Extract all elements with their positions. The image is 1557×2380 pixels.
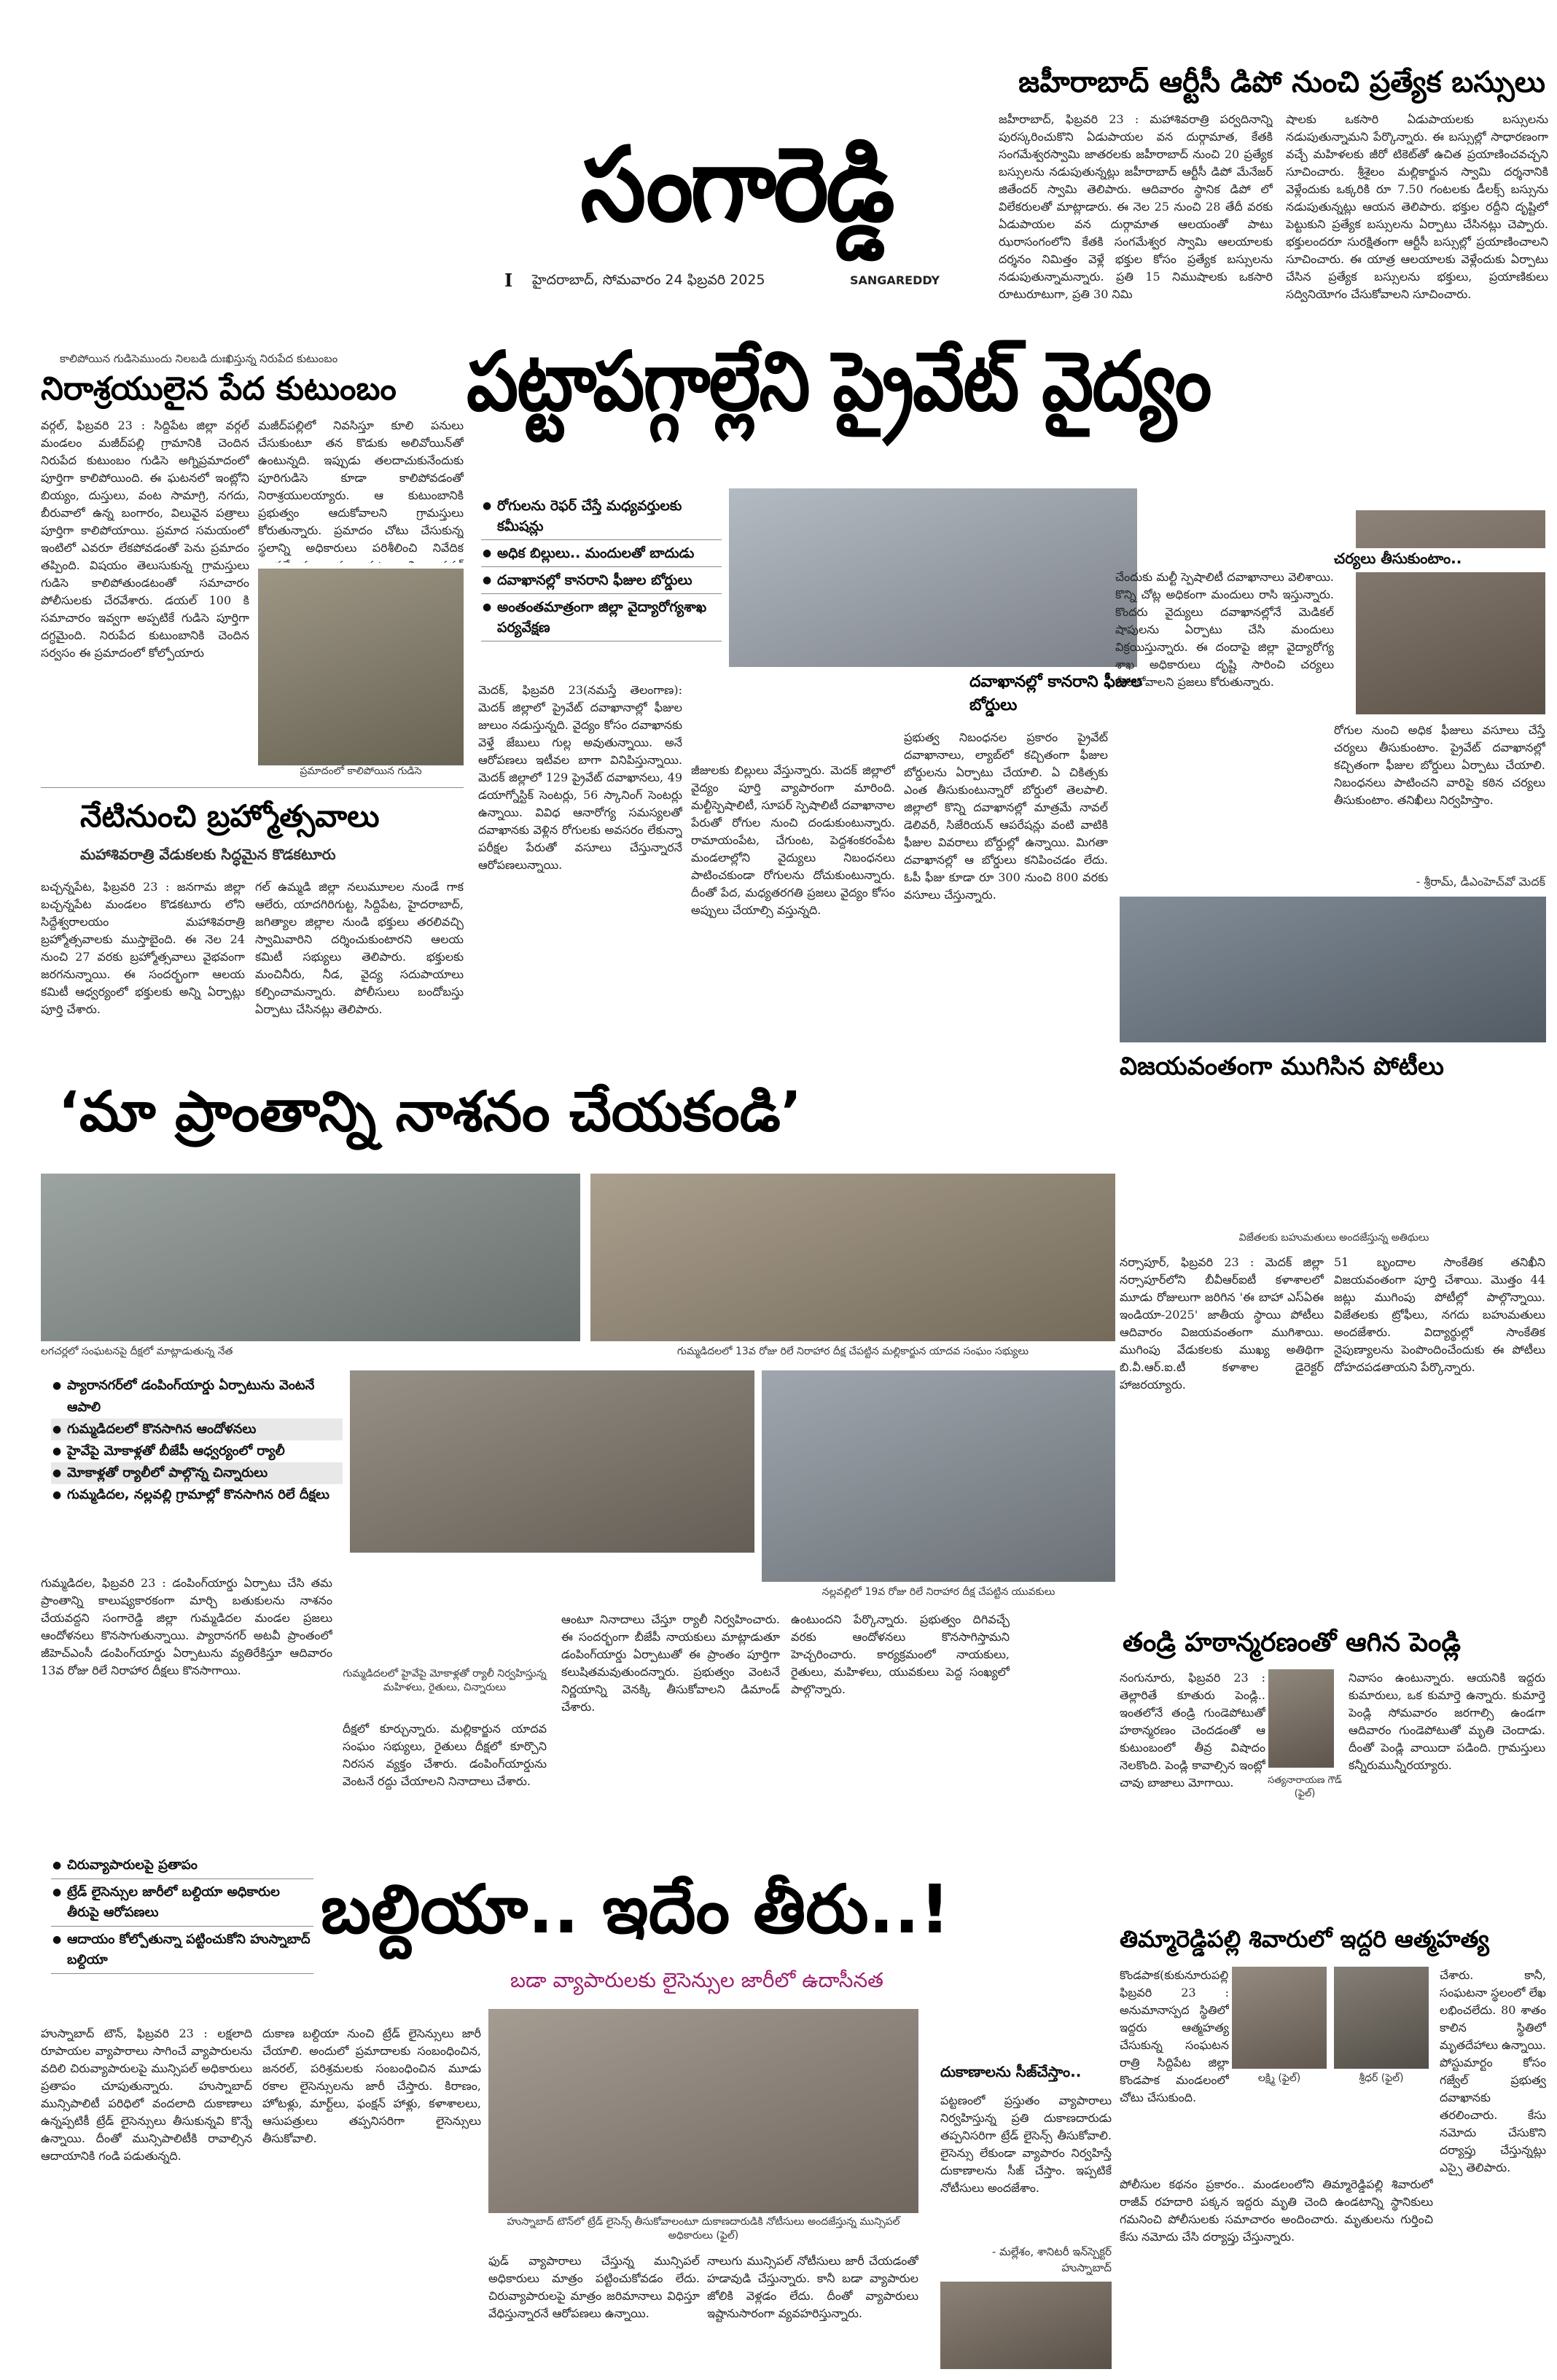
festival-col-1: బచ్చన్నపేట, ఫిబ్రవరి 23 : జనగామ జిల్లా బ… [41, 880, 245, 1016]
suicide-photo-1-caption: లక్ష్మి (ఫైల్) [1257, 2072, 1301, 2084]
family-col-1: వర్గల్, ఫిబ్రవరి 23 : సిద్దిపేట జిల్లా వ… [41, 418, 249, 660]
festival-headline: నేటినుంచి బ్రహ్మోత్సవాలు [80, 798, 380, 834]
sports-photo-caption: విజేతలకు బహుమతులు అందజేస్తున్న అతిథులు [1238, 1232, 1429, 1244]
medical-photo [729, 488, 1137, 667]
medical-bullet: దవాఖానల్లో కానరాని ఫీజుల బోర్డులు [481, 570, 722, 594]
sports-col-1: నర్సాపూర్, ఫిబ్రవరి 23 : మెదక్ జిల్లా నర… [1120, 1255, 1324, 1392]
suicide-photo-1 [1232, 1967, 1327, 2069]
region-bullet: గుమ్మడిదలలో కొనసాగిన ఆందోళనలు [51, 1419, 343, 1440]
sports-headline: విజయవంతంగా ముగిసిన పోటీలు [1120, 1052, 1444, 1081]
medical-bullet: రోగులను రెఫర్ చేస్తే మధ్యవర్తులకు కమీషన్… [481, 496, 722, 540]
family-photo-caption: ప్రమాదంలో కాలిపోయిన గుడిసె [300, 765, 422, 777]
business-bullet: ట్రేడ్ లైసెన్సుల జారీలో బల్దియా అధికారుల… [51, 1882, 313, 1927]
festival-top-rule [41, 787, 464, 788]
wedding-col-1: నంగునూరు, ఫిబ్రవరి 23 : తెల్లారితే కూతుర… [1120, 1671, 1265, 1790]
medical-col-4: చేందుకు మల్టీ స్పెషాలిటీ దవాఖానాలు వెలిశ… [1115, 570, 1334, 689]
medical-side-signature: - శ్రీరామ్, డీఎంహెచ్‌వో మెదక్ [1416, 875, 1545, 889]
family-col-2: మజీద్‌పల్లిలో నివసిస్తూ కూలి పనులు చేసుక… [258, 418, 464, 563]
region-bullet: ప్యారానగర్‌లో డంపింగ్‌యార్డు ఏర్పాటును వ… [51, 1375, 343, 1419]
medical-inset-title: దవాఖానల్లో కానరాని ఫీజుల బోర్డులు [969, 673, 1142, 714]
masthead-dateline: హైదరాబాద్, సోమవారం 24 ఫిబ్రవరి 2025 [532, 272, 765, 288]
wedding-photo-caption: సత్యనారాయణ గౌడ్ (ఫైల్) [1268, 1775, 1342, 1799]
family-kicker: కాలిపోయిన గుడిసెముందు నిలబడి దుఃఖిస్తున్… [60, 352, 338, 365]
region-photo-4-caption: నల్లవల్లిలో 19వ రోజు రిలే నిరాహార దీక్ష … [822, 1586, 1055, 1598]
business-photo-caption: హుస్నాబాద్ టౌన్‌లో ట్రేడ్ లైసెన్స్ తీసుక… [507, 2216, 900, 2242]
festival-col-2: గల్ ఉమ్మడి జిల్లా నలుమూలల నుండే గాక ఆలేర… [255, 880, 464, 1016]
masthead-page-marker: I [504, 270, 513, 291]
suicide-headline: తిమ్మారెడ్డిపల్లి శివారులో ఇద్దరి ఆత్మహత… [1120, 1925, 1489, 1953]
suicide-col-3: చేశారు. కానీ, సంఘటనా స్థలంలో లేఖ లభించలే… [1440, 1968, 1546, 2174]
region-col-4: ఉంటుందని పేర్కొన్నారు. ప్రభుత్వం దిగివచ్… [791, 1612, 1010, 1696]
masthead-city-name: సంగారెడ్డి [580, 125, 894, 245]
medical-bullet: అంతంతమాత్రంగా జిల్లా వైద్యారోగ్యశాఖ పర్య… [481, 597, 722, 641]
buses-col-2: షాలకు ఒకసారి ఏడుపాయలకు బస్సులను నడుపుతున… [1286, 112, 1548, 301]
business-side-signature: - మల్లేశం, శానిటరీ ఇన్‌స్పెక్టర్ హుస్నాబ… [991, 2245, 1112, 2274]
sports-col-2: 51 బృందాల సాంకేతిక తనిఖీని విజయవంతంగా పూ… [1334, 1255, 1545, 1374]
region-photo-2-caption: గుమ్మడిదలలో 13వ రోజు రిలే నిరాహార దీక్ష … [676, 1346, 1029, 1357]
business-col-3: ఫుడ్ వ్యాపారాలు చేస్తున్న మున్సిపల్ అధిక… [488, 2254, 700, 2320]
sports-photo [1120, 897, 1546, 1042]
business-side-kicker: దుకాణాలను సీజ్‌చేస్తాం.. [940, 2063, 1082, 2080]
region-photo-3-caption: గుమ్మడిదలలో హైవేపై మోకాళ్లతో ర్యాలీ నిర్… [343, 1668, 547, 1693]
suicide-photo-2 [1334, 1967, 1429, 2069]
business-photo [488, 2009, 918, 2213]
region-photo-1-caption: లగచర్లలో సంఘటనపై దీక్షలో మాట్లాడుతున్న న… [41, 1346, 233, 1357]
suicide-photo-2-caption: శ్రీధర్ (ఫైల్) [1359, 2072, 1404, 2084]
medical-side-text: రోగుల నుంచి అధిక ఫీజులు వసూలు చేస్తే చర్… [1334, 723, 1545, 807]
medical-headline: పట్టాపగ్గాల్లేని ప్రైవేట్ వైద్యం [467, 333, 1211, 429]
medical-bullets: రోగులను రెఫర్ చేస్తే మధ్యవర్తులకు కమీషన్… [481, 496, 722, 644]
region-col-1: గుమ్మడిదల, ఫిబ్రవరి 23 : డంపింగ్‌యార్డు … [41, 1576, 332, 1677]
suicide-col-1: కొండపాక(కుకునూరుపల్లి), ఫిబ్రవరి 23 : అన… [1120, 1968, 1229, 2104]
business-bullets: చిరువ్యాపారులపై ప్రతాపం ట్రేడ్ లైసెన్సుల… [51, 1855, 313, 1977]
wedding-headline: తండ్రి హఠాన్మరణంతో ఆగిన పెండ్లి [1123, 1628, 1461, 1658]
buses-headline: జహీరాబాద్ ఆర్టీసీ డిపో నుంచి ప్రత్యేక బస… [1018, 66, 1545, 99]
business-official-photo [940, 2282, 1112, 2369]
region-photo-1 [41, 1174, 580, 1341]
business-side-text: పట్టణంలో ప్రస్తుతం వ్యాపారాలు నిర్వహిస్త… [940, 2094, 1112, 2195]
region-headline: ‘మా ప్రాంతాన్ని నాశనం చేయకండి’ [58, 1079, 802, 1144]
medical-col-2: జీజులకు బిల్లులు వేస్తున్నారు. మెదక్ జిల… [691, 763, 895, 917]
region-bullet: మోకాళ్లతో ర్యాలీలో పాల్గొన్న చిన్నారులు [51, 1462, 343, 1484]
business-col-4: నాలుగు మున్సిపల్ నోటీసులు జారీ చేయడంతో హ… [707, 2254, 918, 2320]
medical-official-photo [1356, 510, 1545, 714]
family-photo [258, 569, 464, 765]
region-col-2: దీక్షలో కూర్చున్నారు. మల్లికార్జున యాదవ … [343, 1722, 547, 1788]
family-headline: నిరాశ్రయులైన పేద కుటుంబం [41, 370, 397, 407]
business-col-2: దుకాణ బల్దియా నుంచి ట్రేడ్ లైసెన్సులు జా… [262, 2026, 481, 2145]
business-bullet: చిరువ్యాపారులపై ప్రతాపం [51, 1855, 313, 1879]
buses-col-1: జహీరాబాద్, ఫిబ్రవరి 23 : మహాశివరాత్రి పర… [999, 112, 1273, 301]
medical-side-kicker: చర్యలు తీసుకుంటాం.. [1334, 548, 1545, 572]
business-bullet: ఆదాయం కోల్పోతున్నా పట్టించుకోని హుస్నాబా… [51, 1930, 313, 1974]
region-photo-3 [350, 1370, 754, 1553]
region-photo-4 [762, 1370, 1115, 1582]
medical-col-1: మెదక్, ఫిబ్రవరి 23(నమస్తే తెలంగాణ): మెదక… [478, 683, 682, 872]
region-bullet: గుమ్మడిదల, నల్లవల్లి గ్రామాల్లో కొనసాగిన… [51, 1484, 343, 1506]
masthead-logo: సంగారెడ్డి [503, 117, 969, 262]
festival-subhead: మహాశివరాత్రి వేడుకలకు సిద్ధమైన కొడకటూరు [80, 846, 336, 863]
suicide-col-2: పోలీసుల కథనం ప్రకారం.. మండలంలోని తిమ్మార… [1120, 2177, 1433, 2244]
masthead-city-english: SANGAREDDY [850, 273, 940, 287]
region-col-3: ఆంటూ నినాదాలు చేస్తూ ర్యాలీ నిర్వహించారు… [561, 1612, 780, 1714]
business-col-1: హుస్నాబాద్ టౌన్, ఫిబ్రవరి 23 : లక్షలాది … [41, 2026, 252, 2163]
business-headline: బల్దియా.. ఇదేం తీరు..! [321, 1870, 951, 1948]
wedding-col-2: నివాసం ఉంటున్నారు. ఆయనికి ఇద్దరు కుమారుల… [1349, 1671, 1545, 1772]
wedding-photo [1268, 1669, 1334, 1768]
medical-col-3: ప్రభుత్వ నిబంధనల ప్రకారం ప్రైవేట్ దవాఖాన… [904, 730, 1108, 902]
region-photo-2 [590, 1174, 1115, 1341]
region-bullets: ప్యారానగర్‌లో డంపింగ్‌యార్డు ఏర్పాటును వ… [51, 1375, 343, 1506]
business-subhead: బడా వ్యాపారులకు లైసెన్సుల జారీలో ఉదాసీనత [510, 1968, 883, 1992]
region-bullet: హైవేపై మోకాళ్లతో బీజేపీ ఆధ్వర్యంలో ర్యాల… [51, 1440, 343, 1462]
medical-bullet: అధిక బిల్లులు.. మందులతో బాదుడు [481, 543, 722, 567]
